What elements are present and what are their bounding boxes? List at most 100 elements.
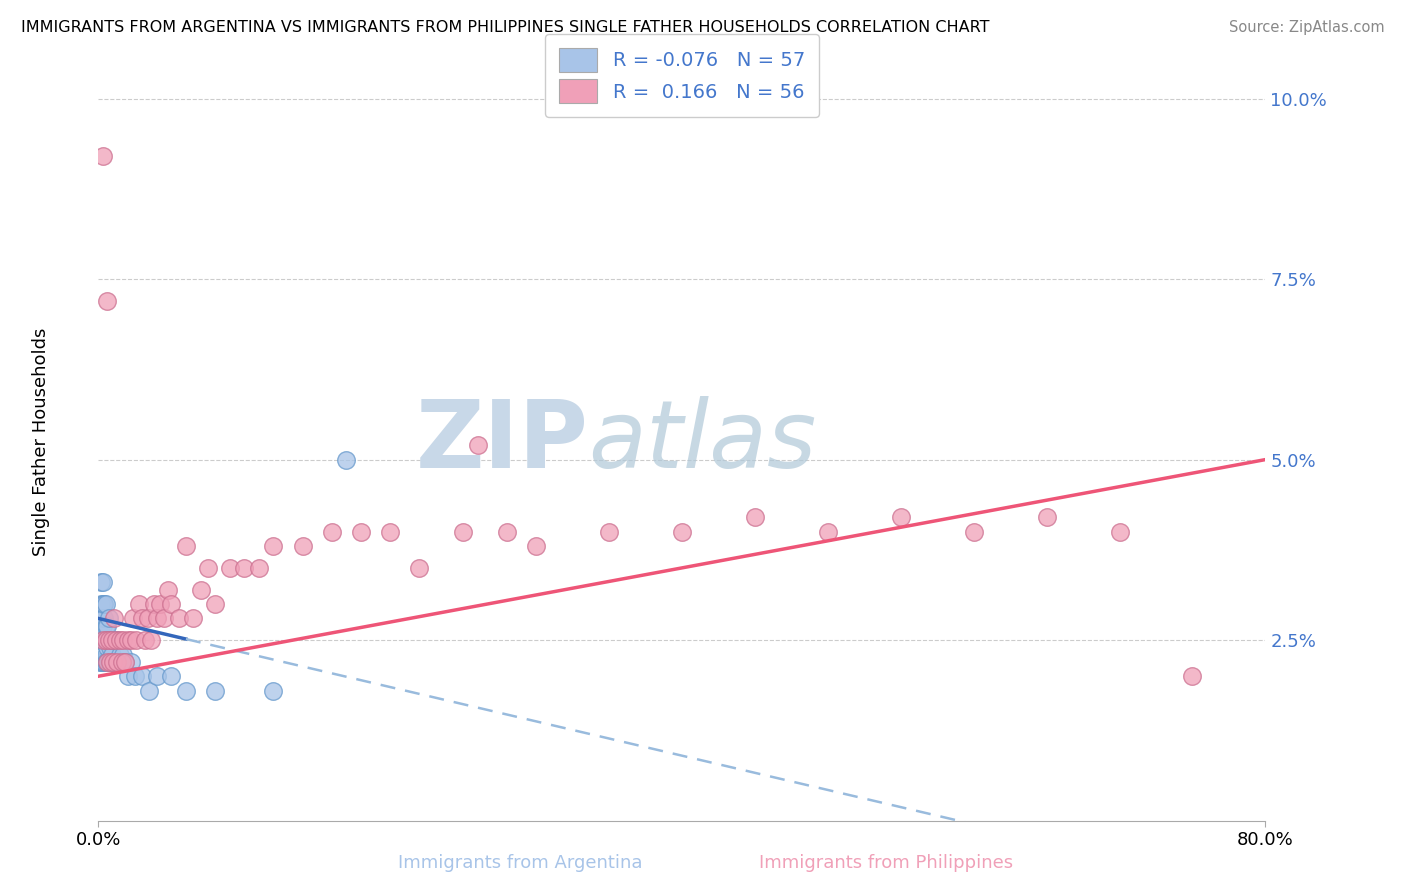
Y-axis label: Single Father Households: Single Father Households [32, 327, 49, 556]
Point [89, 633, 111, 648]
Point [1035, 510, 1057, 524]
Point [98, 655, 121, 669]
Point [101, 655, 124, 669]
Point [247, 561, 270, 575]
Point [139, 633, 162, 648]
Point [96, 618, 118, 632]
Point [91, 149, 114, 163]
Point [262, 539, 284, 553]
Point [120, 655, 142, 669]
Point [101, 655, 124, 669]
Point [96, 655, 118, 669]
Point [744, 510, 766, 524]
Point [96, 633, 118, 648]
Point [98, 640, 121, 655]
Point [181, 611, 204, 625]
Point [451, 524, 474, 539]
Point [91, 633, 114, 648]
Legend: R = -0.076   N = 57, R =  0.166   N = 56: R = -0.076 N = 57, R = 0.166 N = 56 [546, 34, 818, 117]
Point [96, 640, 118, 655]
Point [496, 524, 519, 539]
Point [93, 611, 115, 625]
Text: ZIP: ZIP [416, 395, 589, 488]
Point [89, 655, 111, 669]
Point [125, 633, 148, 648]
Point [112, 648, 135, 662]
Point [114, 655, 136, 669]
Point [96, 293, 118, 308]
Point [91, 575, 114, 590]
Point [134, 633, 156, 648]
Point [98, 633, 121, 648]
Point [111, 655, 134, 669]
Text: Source: ZipAtlas.com: Source: ZipAtlas.com [1229, 20, 1385, 35]
Point [110, 633, 132, 648]
Point [94, 633, 117, 648]
Point [467, 438, 489, 452]
Point [117, 669, 139, 683]
Point [204, 683, 226, 698]
Point [90, 575, 112, 590]
Point [94, 655, 117, 669]
Point [142, 597, 165, 611]
Point [1108, 524, 1130, 539]
Point [146, 669, 169, 683]
Point [122, 611, 145, 625]
Point [190, 582, 212, 597]
Point [131, 669, 153, 683]
Point [136, 611, 159, 625]
Point [94, 618, 117, 632]
Point [91, 611, 114, 625]
Point [117, 633, 139, 648]
Point [174, 539, 197, 553]
Point [890, 510, 912, 524]
Point [598, 524, 620, 539]
Point [91, 655, 114, 669]
Point [93, 597, 115, 611]
Point [91, 597, 114, 611]
Point [233, 561, 256, 575]
Point [98, 655, 121, 669]
Point [100, 633, 122, 648]
Point [90, 597, 112, 611]
Point [124, 669, 146, 683]
Point [350, 524, 373, 539]
Point [167, 611, 190, 625]
Point [110, 648, 132, 662]
Point [97, 655, 120, 669]
Point [91, 618, 114, 632]
Point [962, 524, 984, 539]
Point [90, 611, 112, 625]
Point [90, 633, 112, 648]
Point [114, 655, 136, 669]
Point [408, 561, 430, 575]
Point [101, 633, 124, 648]
Text: Immigrants from Argentina: Immigrants from Argentina [398, 855, 643, 872]
Point [91, 633, 114, 648]
Point [100, 648, 122, 662]
Point [93, 633, 115, 648]
Point [128, 597, 150, 611]
Point [218, 561, 240, 575]
Point [671, 524, 693, 539]
Point [94, 633, 117, 648]
Point [335, 452, 357, 467]
Point [380, 524, 402, 539]
Point [90, 655, 112, 669]
Point [197, 561, 219, 575]
Point [104, 633, 127, 648]
Point [817, 524, 839, 539]
Point [97, 611, 120, 625]
Point [157, 582, 180, 597]
Point [524, 539, 547, 553]
Point [160, 597, 183, 611]
Point [93, 633, 115, 648]
Point [111, 655, 134, 669]
Point [262, 683, 284, 698]
Point [108, 655, 131, 669]
Point [94, 597, 117, 611]
Point [93, 655, 115, 669]
Text: atlas: atlas [589, 396, 817, 487]
Point [120, 633, 142, 648]
Point [112, 633, 135, 648]
